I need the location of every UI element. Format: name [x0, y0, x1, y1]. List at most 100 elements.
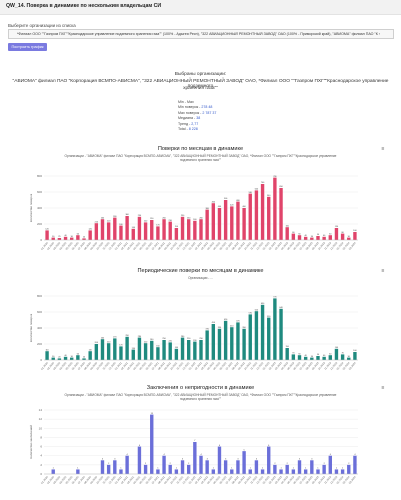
bar[interactable] — [291, 233, 296, 240]
bar[interactable] — [347, 464, 351, 474]
bar[interactable] — [199, 219, 203, 240]
bar[interactable] — [156, 226, 160, 240]
bar[interactable] — [217, 208, 222, 240]
bar[interactable] — [125, 216, 129, 240]
bar[interactable] — [211, 203, 216, 240]
bar[interactable] — [328, 235, 332, 240]
bar[interactable] — [88, 351, 92, 360]
bar[interactable] — [193, 341, 197, 360]
bar[interactable] — [297, 460, 302, 474]
bar[interactable] — [168, 221, 172, 240]
bar[interactable] — [94, 223, 99, 240]
bar[interactable] — [51, 357, 55, 360]
bar[interactable] — [353, 232, 357, 240]
bar[interactable] — [248, 469, 252, 474]
bar[interactable] — [51, 237, 55, 240]
bar[interactable] — [88, 230, 92, 240]
bar[interactable] — [82, 358, 86, 360]
bar[interactable] — [156, 469, 160, 474]
bar[interactable] — [267, 317, 271, 360]
bar[interactable] — [273, 464, 277, 474]
bar[interactable] — [51, 469, 55, 474]
bar[interactable] — [125, 455, 129, 474]
bar[interactable] — [316, 356, 320, 360]
bar[interactable] — [347, 357, 351, 360]
bar[interactable] — [303, 236, 308, 240]
bar[interactable] — [291, 469, 296, 474]
bar[interactable] — [100, 339, 105, 360]
bar[interactable] — [119, 469, 123, 474]
bar[interactable] — [131, 349, 135, 360]
bar[interactable] — [260, 469, 265, 474]
bar[interactable] — [211, 469, 216, 474]
bar[interactable] — [310, 237, 314, 240]
bar[interactable] — [156, 347, 160, 360]
bar[interactable] — [310, 460, 314, 474]
bar[interactable] — [113, 460, 117, 474]
bar[interactable] — [106, 464, 111, 474]
bar[interactable] — [328, 455, 332, 474]
bar[interactable] — [297, 355, 302, 360]
bar[interactable] — [340, 233, 345, 240]
bar[interactable] — [70, 357, 74, 360]
bar[interactable] — [137, 446, 142, 474]
bar[interactable] — [248, 314, 252, 360]
bar[interactable] — [291, 354, 296, 360]
bar[interactable] — [316, 469, 320, 474]
bar[interactable] — [322, 236, 326, 240]
bar[interactable] — [223, 320, 228, 360]
bar[interactable] — [150, 414, 154, 474]
bar[interactable] — [180, 460, 185, 474]
bar[interactable] — [340, 469, 345, 474]
bar[interactable] — [230, 206, 234, 240]
bar[interactable] — [174, 469, 179, 474]
bar[interactable] — [106, 222, 111, 240]
bar[interactable] — [260, 304, 265, 360]
bar[interactable] — [340, 354, 345, 360]
org-select[interactable]: *Филиал ООО ""Газпром ПХГ""Краснодарское… — [8, 29, 394, 39]
bar[interactable] — [254, 311, 259, 360]
bar[interactable] — [168, 464, 172, 474]
bar[interactable] — [223, 460, 228, 474]
bar[interactable] — [236, 460, 240, 474]
bar[interactable] — [322, 464, 326, 474]
bar[interactable] — [94, 344, 99, 360]
bar[interactable] — [150, 220, 154, 240]
bar[interactable] — [316, 236, 320, 240]
bar[interactable] — [347, 237, 351, 240]
bar[interactable] — [230, 327, 234, 360]
bar[interactable] — [205, 460, 209, 474]
build-chart-button[interactable]: Построить график — [8, 43, 47, 51]
bar[interactable] — [143, 343, 148, 360]
bar[interactable] — [57, 238, 62, 240]
bar[interactable] — [217, 328, 222, 360]
hamburger-icon[interactable]: ≡ — [381, 146, 385, 152]
bar[interactable] — [119, 346, 123, 360]
bar[interactable] — [267, 446, 271, 474]
bar[interactable] — [76, 355, 80, 360]
bar[interactable] — [180, 216, 185, 240]
bar[interactable] — [273, 298, 277, 360]
bar[interactable] — [353, 455, 357, 474]
bar[interactable] — [279, 308, 283, 360]
hamburger-icon[interactable]: ≡ — [381, 268, 385, 274]
bar[interactable] — [100, 219, 105, 240]
bar[interactable] — [82, 238, 86, 240]
bar[interactable] — [230, 469, 234, 474]
bar[interactable] — [242, 208, 246, 240]
bar[interactable] — [70, 237, 74, 240]
bar[interactable] — [236, 322, 240, 360]
bar[interactable] — [279, 188, 283, 240]
bar[interactable] — [125, 336, 129, 360]
bar[interactable] — [113, 338, 117, 360]
bar[interactable] — [248, 193, 252, 240]
bar[interactable] — [162, 219, 166, 240]
bar[interactable] — [285, 227, 289, 240]
bar[interactable] — [303, 469, 308, 474]
bar[interactable] — [267, 196, 271, 240]
bar[interactable] — [273, 177, 277, 240]
bar[interactable] — [285, 464, 289, 474]
bar[interactable] — [174, 228, 179, 240]
bar[interactable] — [186, 340, 191, 360]
bar[interactable] — [353, 352, 357, 360]
